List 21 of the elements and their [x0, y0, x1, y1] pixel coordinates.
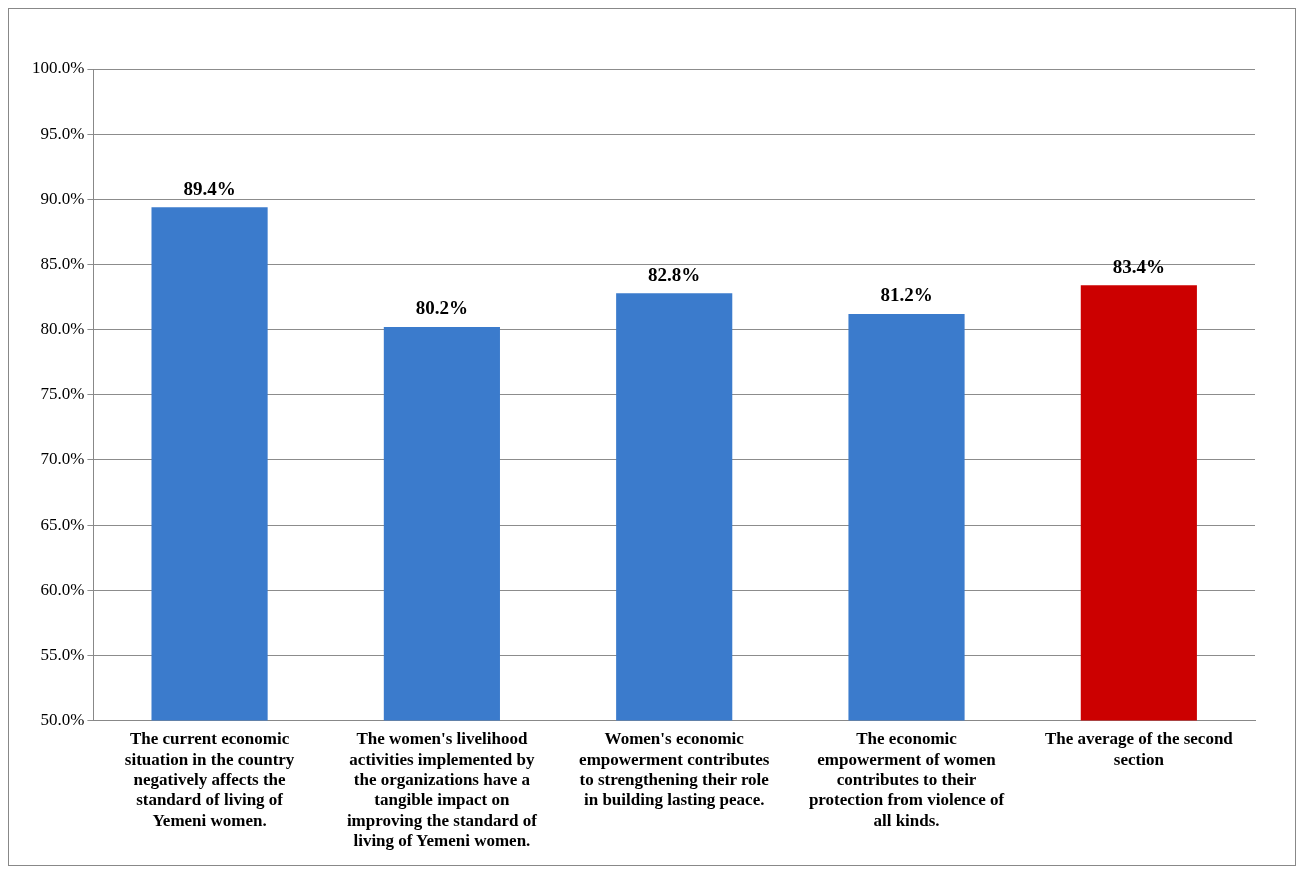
y-tick-label: 85.0% — [40, 253, 85, 273]
x-tick-label: The current economic situation in the country negatively affects the standard of living of Yemeni women. — [124, 729, 295, 830]
y-tick-label: 100.0% — [31, 58, 85, 78]
y-tick-label: 95.0% — [40, 123, 85, 143]
y-tick-label: 75.0% — [40, 384, 85, 404]
y-tick-label: 55.0% — [40, 644, 85, 664]
y-tick-label: 70.0% — [40, 449, 85, 469]
x-tick-label: The average of the second section — [1044, 729, 1234, 769]
y-tick-label: 80.0% — [40, 319, 85, 339]
y-tick-label: 65.0% — [40, 514, 85, 534]
data-label: 82.8% — [648, 263, 701, 285]
data-label: 80.2% — [415, 297, 469, 319]
y-tick-label: 50.0% — [40, 710, 85, 730]
x-tick-label: The economic empowerment of women contributes to their protection from violence of all kinds. — [808, 729, 1005, 830]
x-tick-label: Women's economic empowerment contributes to strengthening their role in building lasting peace. — [579, 729, 770, 810]
y-tick-label: 60.0% — [40, 579, 85, 599]
data-label: 89.4% — [183, 177, 236, 199]
data-label: 81.2% — [880, 284, 933, 306]
y-tick-label: 90.0% — [40, 188, 85, 208]
data-label: 83.4% — [1112, 255, 1165, 277]
x-tick-label: The women's livelihood activities implemented by the organizations have a tangible impact on improving the standard of living of Yemeni women. — [346, 729, 538, 851]
